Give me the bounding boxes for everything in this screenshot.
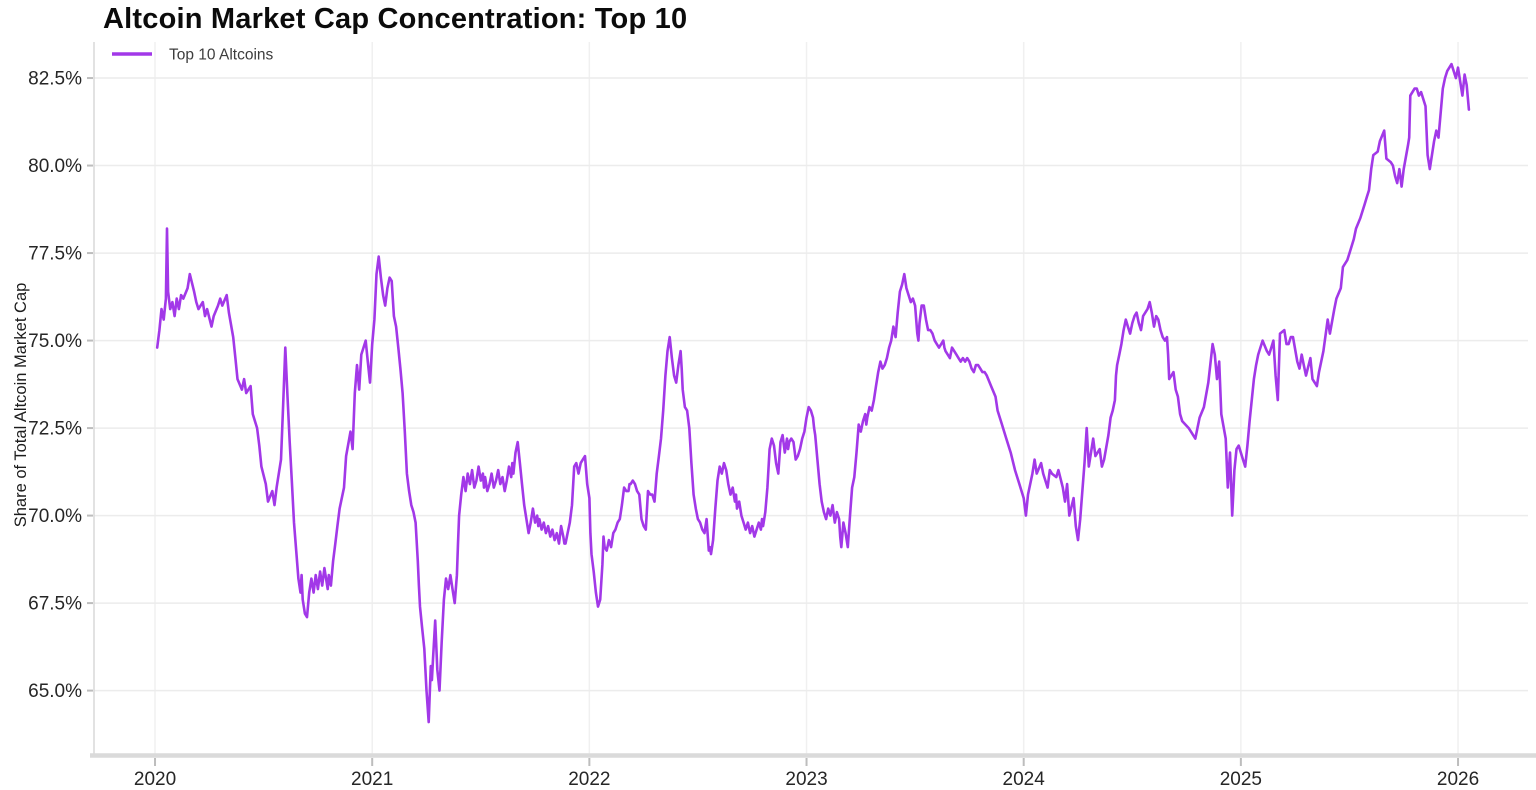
x-tick-label: 2020 <box>134 769 176 790</box>
chart-title: Altcoin Market Cap Concentration: Top 10 <box>103 3 687 35</box>
y-tick-label: 80.0% <box>28 156 82 177</box>
y-tick-label: 70.0% <box>28 506 82 527</box>
x-tick-label: 2023 <box>785 769 827 790</box>
y-tick-label: 72.5% <box>28 419 82 440</box>
y-tick-label: 67.5% <box>28 594 82 615</box>
x-tick-label: 2021 <box>351 769 393 790</box>
axis-tick-labels: 65.0% 67.5% 70.0% 72.5% 75.0% 77.5% 80.0% 82.5%… <box>28 69 1479 790</box>
y-tick-label: 77.5% <box>28 244 82 265</box>
y-tick-label: 65.0% <box>28 681 82 702</box>
y-tick-label: 82.5% <box>28 69 82 90</box>
y-tick-label: 75.0% <box>28 331 82 352</box>
legend: Top 10 Altcoins <box>112 47 274 64</box>
x-tick-label: 2022 <box>568 769 610 790</box>
x-tick-label: 2026 <box>1437 769 1479 790</box>
x-tick-label: 2024 <box>1003 769 1046 790</box>
gridlines <box>94 42 1528 755</box>
legend-label: Top 10 Altcoins <box>169 47 274 64</box>
axes <box>87 42 1536 766</box>
x-tick-label: 2025 <box>1220 769 1262 790</box>
y-axis-label: Share of Total Altcoin Market Cap <box>12 283 30 528</box>
series-line-top10-altcoins <box>155 62 1471 724</box>
